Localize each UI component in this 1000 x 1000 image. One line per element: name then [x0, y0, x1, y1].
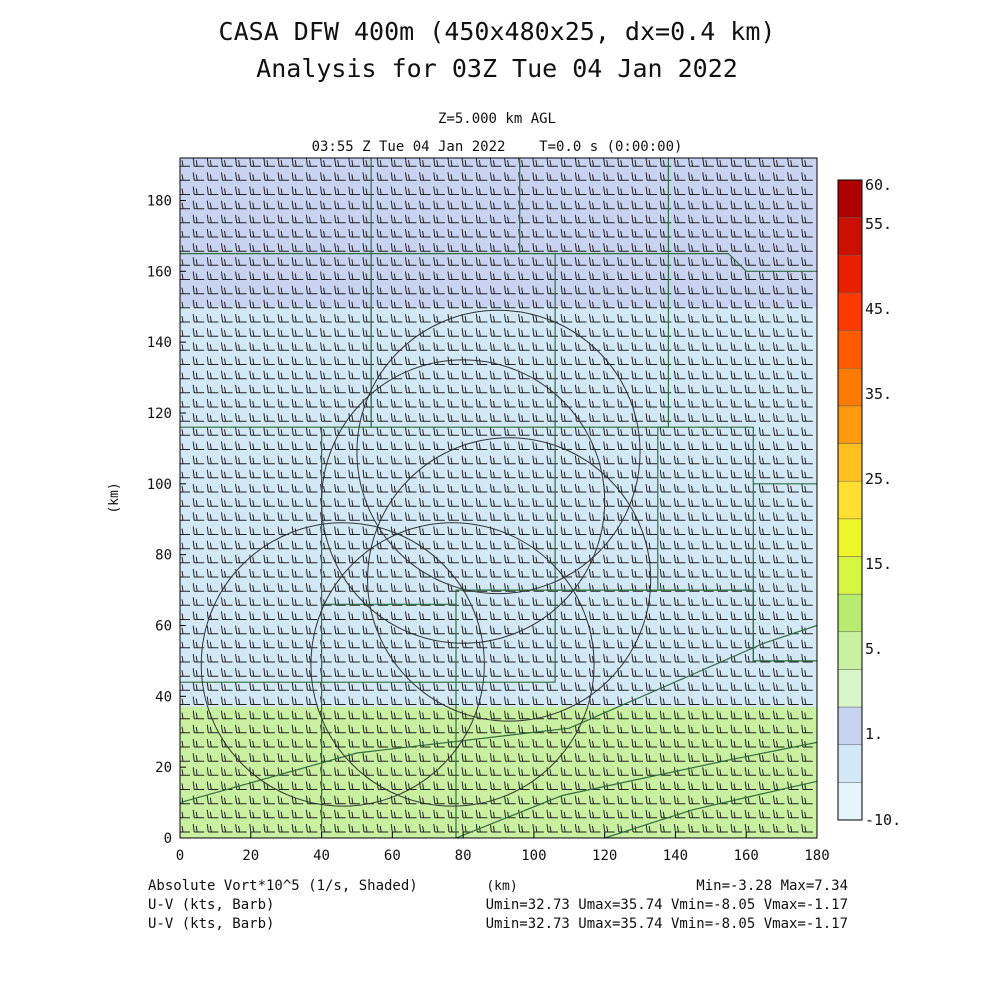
uv-range-label-1: Umin=32.73 Umax=35.74 Vmin=-8.05 Vmax=-1… [486, 897, 848, 913]
field-variable-label: Absolute Vort*10^5 (1/s, Shaded) [148, 878, 418, 894]
colorbar-tick-label: 35. [865, 385, 892, 403]
colorbar-swatch [837, 179, 863, 218]
colorbar-swatch [837, 443, 863, 482]
chart-title-line1: CASA DFW 400m (450x480x25, dx=0.4 km) [219, 17, 776, 46]
time-label: 03:55 Z Tue 04 Jan 2022 T=0.0 s (0:00:00… [312, 139, 683, 155]
county-line-13 [456, 590, 556, 683]
colorbar-tick-label: 55. [865, 215, 892, 233]
y-axis-label: (km) [107, 482, 122, 513]
y-axis-ticks: 0 20 40 60 80 100 120 140 160 180 [147, 194, 186, 847]
x-tick-label: 100 [521, 848, 546, 864]
county-line-19 [180, 624, 817, 804]
colorbar-swatch [837, 217, 863, 256]
county-lines [180, 158, 817, 838]
x-tick-label: 20 [242, 848, 259, 864]
county-line-6 [555, 253, 670, 428]
colorbar-swatch [837, 706, 863, 745]
radar-ring-4 [200, 522, 485, 807]
chart-title-line2: Analysis for 03Z Tue 04 Jan 2022 [256, 54, 738, 83]
colorbar-swatch [837, 556, 863, 595]
colorbar-tick-label: 45. [865, 300, 892, 318]
radar-ring-2 [321, 359, 606, 644]
field-region-northeast [180, 158, 817, 307]
county-line-18 [668, 253, 817, 272]
min-max-label: Min=-3.28 Max=7.34 [696, 878, 848, 894]
x-tick-label: 0 [176, 848, 184, 864]
x-tick-label: 80 [455, 848, 472, 864]
colorbar-swatch [837, 593, 863, 633]
colorbar-tick-label: 15. [865, 555, 892, 573]
colorbar-swatch [837, 669, 863, 708]
colorbar-swatch [837, 367, 863, 407]
y-tick-label: 0 [164, 831, 172, 847]
colorbar: 60. 55. 45. 35. 25. 15. 5. 1. -10. [837, 176, 901, 829]
plot-frame [179, 157, 818, 839]
x-tick-label: 140 [663, 848, 688, 864]
y-tick-label: 80 [155, 548, 172, 564]
colorbar-frame [837, 179, 863, 821]
colorbar-tick-label: 25. [865, 470, 892, 488]
county-line-3 [370, 253, 520, 428]
colorbar-tick-label: 1. [865, 725, 883, 743]
x-tick-label: 40 [313, 848, 330, 864]
county-line-20 [455, 741, 817, 838]
barb-variable-label-2: U-V (kts, Barb) [148, 916, 274, 932]
county-line-5 [371, 253, 556, 428]
x-tick-label: 60 [384, 848, 401, 864]
colorbar-swatch [837, 292, 863, 331]
colorbar-swatch [837, 631, 863, 670]
colorbar-swatch [837, 744, 863, 783]
x-tick-label: 180 [804, 848, 829, 864]
colorbar-swatch [837, 480, 863, 520]
county-line-21 [604, 780, 817, 838]
barb-variable-label-1: U-V (kts, Barb) [148, 897, 274, 913]
x-tick-label: 120 [592, 848, 617, 864]
y-tick-label: 180 [147, 194, 172, 210]
level-label: Z=5.000 km AGL [438, 111, 556, 127]
colorbar-swatch [837, 782, 863, 821]
radar-rings [200, 309, 652, 807]
x-axis-label: (km) [486, 879, 517, 894]
county-line-8 [321, 427, 556, 605]
y-tick-label: 100 [147, 477, 172, 493]
y-tick-label: 120 [147, 406, 172, 422]
colorbar-tick-label: -10. [865, 811, 901, 829]
colorbar-tick-label: 60. [865, 176, 892, 194]
colorbar-swatch [837, 518, 863, 557]
x-tick-label: 160 [734, 848, 759, 864]
colorbar-swatch [837, 330, 863, 369]
y-tick-label: 60 [155, 619, 172, 635]
vorticity-field [180, 158, 817, 838]
y-tick-label: 20 [155, 760, 172, 776]
y-tick-label: 160 [147, 264, 172, 280]
radar-ring-1 [356, 309, 641, 595]
y-tick-label: 40 [155, 689, 172, 705]
colorbar-swatch [837, 255, 863, 294]
radar-ring-3 [367, 437, 652, 722]
county-line-16 [657, 426, 817, 485]
field-region-south [180, 706, 817, 838]
radar-ring-5 [310, 522, 595, 807]
colorbar-tick-label: 5. [865, 640, 883, 658]
colorbar-swatch [837, 405, 863, 444]
x-axis-ticks: 0 20 40 60 80 100 120 140 160 180 [176, 832, 830, 864]
uv-range-label-2: Umin=32.73 Umax=35.74 Vmin=-8.05 Vmax=-1… [486, 916, 848, 932]
y-tick-label: 140 [147, 335, 172, 351]
